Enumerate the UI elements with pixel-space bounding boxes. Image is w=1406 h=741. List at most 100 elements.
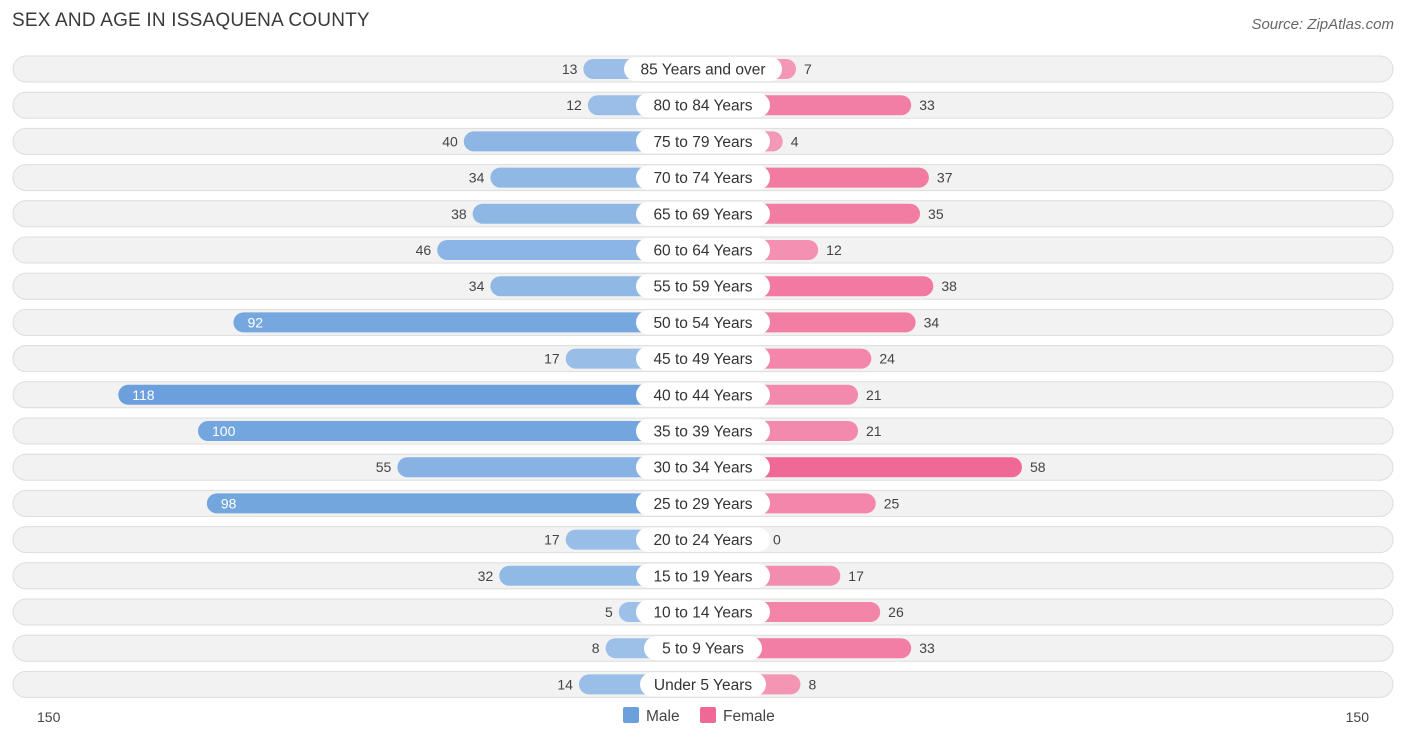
male-value-label: 34 xyxy=(469,278,485,294)
row-8: 17 24 45 to 49 Years xyxy=(12,345,1394,373)
female-bar xyxy=(703,457,1022,478)
age-group-label: 70 to 74 Years xyxy=(653,170,752,187)
age-group-label: 5 to 9 Years xyxy=(662,641,744,658)
age-label-pill xyxy=(636,274,770,299)
male-value-label: 8 xyxy=(592,640,600,656)
male-value-label: 55 xyxy=(376,459,392,475)
axis-label-right: 150 xyxy=(1346,709,1370,725)
age-group-label: 35 to 39 Years xyxy=(653,424,752,441)
row-3: 34 37 70 to 74 Years xyxy=(12,164,1394,192)
row-9: 118 21 40 to 44 Years xyxy=(12,381,1394,409)
male-value-label: 5 xyxy=(605,604,613,620)
age-label-pill xyxy=(636,129,770,154)
age-group-label: 75 to 79 Years xyxy=(653,134,752,151)
female-value-label: 58 xyxy=(1030,459,1046,475)
age-label-pill xyxy=(636,419,770,443)
male-value-label: 32 xyxy=(478,568,494,584)
female-value-label: 35 xyxy=(928,206,944,222)
female-value-label: 38 xyxy=(941,278,957,294)
row-2: 40 4 75 to 79 Years xyxy=(12,127,1394,155)
male-value-label: 40 xyxy=(442,133,458,149)
female-value-label: 7 xyxy=(804,61,812,77)
male-bar xyxy=(233,312,703,333)
legend-swatch-female xyxy=(700,707,716,723)
male-value-label: 38 xyxy=(451,206,467,222)
legend-swatch-male xyxy=(623,707,639,723)
row-0: 13 7 85 Years and over xyxy=(12,55,1394,83)
age-label-pill xyxy=(636,382,770,407)
female-value-label: 0 xyxy=(773,532,781,548)
row-7: 92 34 50 to 54 Years xyxy=(12,308,1394,336)
row-11: 55 58 30 to 34 Years xyxy=(12,453,1394,481)
female-value-label: 4 xyxy=(791,133,799,149)
age-label-pill xyxy=(636,238,770,262)
male-value-label: 100 xyxy=(212,423,236,439)
row-4: 38 35 65 to 69 Years xyxy=(12,200,1394,228)
male-value-label: 46 xyxy=(416,242,432,258)
male-value-label: 17 xyxy=(544,351,560,367)
male-bar xyxy=(206,493,704,514)
male-bar xyxy=(397,457,703,478)
row-15: 5 26 10 to 14 Years xyxy=(12,598,1394,626)
male-value-label: 14 xyxy=(557,676,573,692)
row-5: 46 12 60 to 64 Years xyxy=(12,236,1394,264)
axis-label-left: 150 xyxy=(37,709,61,725)
row-10: 100 21 35 to 39 Years xyxy=(12,417,1394,445)
age-group-label: 30 to 34 Years xyxy=(653,460,752,477)
age-label-pill xyxy=(636,93,770,118)
age-label-pill xyxy=(636,563,770,588)
age-label-pill xyxy=(636,527,770,552)
male-value-label: 12 xyxy=(566,97,582,113)
female-value-label: 17 xyxy=(848,568,864,584)
source-label: Source: ZipAtlas.com xyxy=(1251,16,1394,33)
female-value-label: 24 xyxy=(879,351,895,367)
row-12: 98 25 25 to 29 Years xyxy=(12,489,1394,517)
female-value-label: 26 xyxy=(888,604,904,620)
female-value-label: 25 xyxy=(884,495,900,511)
age-group-label: 65 to 69 Years xyxy=(653,206,752,223)
age-label-pill xyxy=(636,491,770,516)
age-group-label: 60 to 64 Years xyxy=(653,243,752,260)
age-group-label: Under 5 Years xyxy=(654,677,752,694)
age-group-label: 55 to 59 Years xyxy=(653,279,752,296)
age-group-label: 40 to 44 Years xyxy=(653,387,752,404)
age-group-label: 80 to 84 Years xyxy=(653,98,752,115)
row-6: 34 38 55 to 59 Years xyxy=(12,272,1394,300)
age-group-label: 50 to 54 Years xyxy=(653,315,752,332)
age-label-pill xyxy=(636,165,770,190)
male-bar xyxy=(198,421,703,441)
male-value-label: 34 xyxy=(469,170,485,186)
age-group-label: 25 to 29 Years xyxy=(653,496,752,513)
female-value-label: 34 xyxy=(924,314,940,330)
row-14: 32 17 15 to 19 Years xyxy=(12,562,1394,590)
row-1: 12 33 80 to 84 Years xyxy=(12,91,1394,119)
female-value-label: 8 xyxy=(808,676,816,692)
legend-label-female: Female xyxy=(723,708,775,725)
row-13: 17 0 20 to 24 Years xyxy=(12,526,1394,554)
female-value-label: 33 xyxy=(919,640,935,656)
chart-title: SEX AND AGE IN ISSAQUENA COUNTY xyxy=(12,10,370,31)
age-label-pill xyxy=(624,57,782,81)
age-label-pill xyxy=(636,346,770,371)
age-group-label: 20 to 24 Years xyxy=(653,532,752,549)
age-label-pill xyxy=(640,672,766,697)
age-label-pill xyxy=(636,201,770,226)
legend-label-male: Male xyxy=(646,708,680,725)
male-bar xyxy=(118,384,703,405)
age-group-label: 85 Years and over xyxy=(641,62,766,79)
male-value-label: 118 xyxy=(132,387,155,403)
age-group-label: 15 to 19 Years xyxy=(653,568,752,585)
male-value-label: 13 xyxy=(562,61,578,77)
female-value-label: 33 xyxy=(919,97,935,113)
female-value-label: 37 xyxy=(937,170,953,186)
age-label-pill xyxy=(636,455,770,480)
row-17: 14 8 Under 5 Years xyxy=(12,670,1394,698)
female-value-label: 21 xyxy=(866,387,882,403)
female-value-label: 12 xyxy=(826,242,842,258)
male-value-label: 92 xyxy=(247,314,263,330)
legend: Male Female xyxy=(623,707,775,725)
male-bar xyxy=(437,240,703,260)
male-value-label: 98 xyxy=(221,495,237,511)
